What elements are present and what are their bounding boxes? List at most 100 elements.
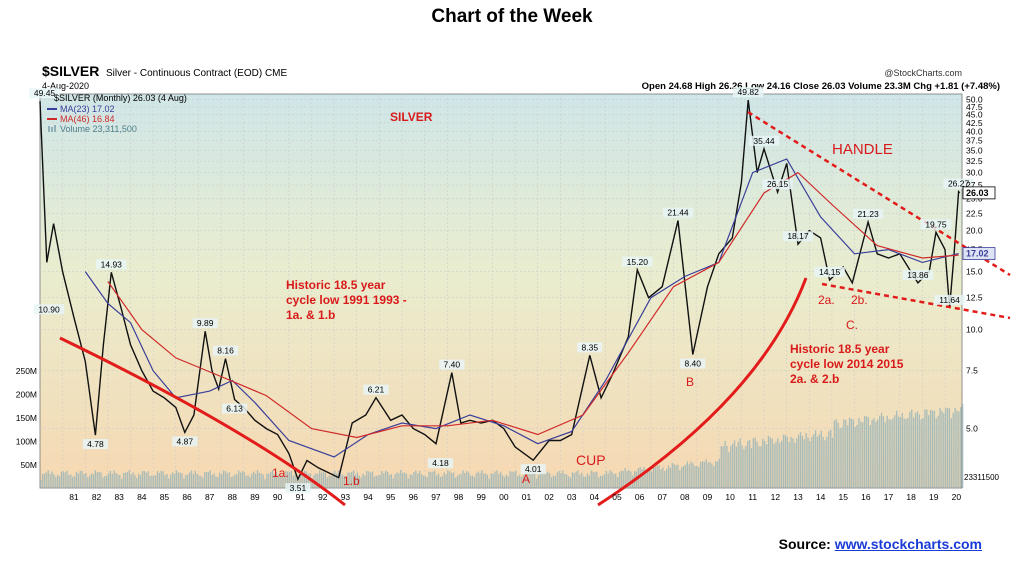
volume-bar <box>398 473 400 488</box>
volume-bar <box>884 422 886 488</box>
volume-bar <box>796 438 798 488</box>
x-tick-label: 95 <box>386 492 396 502</box>
volume-bar <box>799 432 802 488</box>
volume-bar <box>411 474 413 488</box>
y-tick-label: 35.0 <box>966 146 983 156</box>
volume-bar <box>249 477 251 488</box>
volume-bar <box>779 442 781 488</box>
volume-bar <box>498 473 500 488</box>
cycle2-line2: cycle low 2014 2015 <box>790 357 904 371</box>
volume-bar <box>569 477 572 488</box>
volume-bar <box>405 473 408 488</box>
volume-bar <box>848 417 851 488</box>
volume-bar <box>468 472 470 488</box>
plot-area <box>39 93 963 489</box>
volume-bar <box>286 471 289 488</box>
volume-bar <box>171 472 174 488</box>
volume-bar <box>784 435 787 488</box>
volume-bar <box>801 436 804 488</box>
volume-bar <box>584 476 587 488</box>
data-label-box <box>680 358 706 369</box>
volume-bar <box>290 470 293 488</box>
volume-bar <box>882 416 885 488</box>
volume-bar <box>745 445 747 488</box>
volume-bar <box>641 469 643 488</box>
volume-bar <box>51 471 53 488</box>
volume-bar <box>56 474 59 488</box>
volume-bar <box>816 436 819 488</box>
volume-bar <box>354 474 357 488</box>
volume-bar <box>573 472 575 488</box>
volume-bar <box>215 476 217 488</box>
volume-bar <box>660 469 662 488</box>
volume-bar <box>147 471 149 488</box>
volume-bar <box>196 473 198 488</box>
volume-bar <box>609 470 611 488</box>
volume-bar <box>138 473 140 488</box>
data-label: 4.18 <box>432 458 449 468</box>
volume-bar <box>809 441 811 488</box>
volume-bar <box>590 470 592 488</box>
volume-bar <box>87 477 89 488</box>
volume-bar <box>79 470 81 488</box>
volume-bar <box>445 474 447 488</box>
volume-bar <box>330 475 332 488</box>
data-label-box <box>221 403 248 414</box>
volume-bar <box>962 403 964 488</box>
volume-bar <box>409 474 411 488</box>
x-tick-label: 83 <box>114 492 124 502</box>
x-tick-label: 90 <box>273 492 283 502</box>
x-tick-label: 18 <box>906 492 916 502</box>
volume-tick-label: 250M <box>16 366 37 376</box>
volume-bar <box>337 470 340 488</box>
volume-bar <box>958 411 960 488</box>
volume-bar <box>292 475 294 488</box>
price-tag: 26.03 <box>966 188 989 198</box>
label-2a: 2a. <box>818 293 835 307</box>
volume-bar <box>166 473 168 488</box>
volume-bar <box>188 472 191 488</box>
volume-bar <box>513 471 515 488</box>
volume-bar <box>145 472 147 488</box>
cycle2-line1: Historic 18.5 year <box>790 342 890 356</box>
volume-bar <box>77 473 80 488</box>
volume-bar <box>413 472 415 488</box>
volume-bar <box>381 470 383 488</box>
volume-bar <box>47 470 49 488</box>
data-label-box <box>577 342 603 353</box>
volume-bar <box>294 474 296 488</box>
volume-bar <box>164 475 166 488</box>
volume-bar <box>181 473 183 488</box>
volume-bar <box>671 462 673 488</box>
volume-bar <box>730 445 732 488</box>
data-label-box <box>172 436 198 447</box>
data-label-box <box>285 483 311 494</box>
volume-bar <box>656 465 658 488</box>
volume-bar <box>605 470 607 488</box>
volume-bar <box>168 478 170 488</box>
volume-bar <box>624 467 626 488</box>
data-label-box <box>943 178 974 189</box>
volume-bar <box>545 473 547 488</box>
volume-bar <box>279 476 281 488</box>
volume-bar <box>647 471 649 488</box>
y-tick-label: 47.5 <box>966 102 983 112</box>
volume-tick-label: 150M <box>16 413 37 423</box>
volume-bar <box>85 472 87 488</box>
source-link[interactable]: www.stockcharts.com <box>834 536 982 552</box>
volume-bar <box>400 470 402 488</box>
volume-bar <box>266 473 268 488</box>
volume-bar <box>190 470 193 488</box>
volume-bar <box>173 473 176 488</box>
volume-bar <box>509 471 511 488</box>
volume-bar <box>484 473 487 488</box>
volume-bar <box>175 470 178 488</box>
volume-bar <box>688 464 690 488</box>
data-label-box <box>363 384 389 395</box>
volume-bar <box>326 477 328 488</box>
volume-bar <box>752 438 755 488</box>
volume-bar <box>826 436 828 488</box>
data-label-box <box>748 135 780 146</box>
volume-bar <box>403 472 406 488</box>
volume-bar <box>183 478 185 488</box>
